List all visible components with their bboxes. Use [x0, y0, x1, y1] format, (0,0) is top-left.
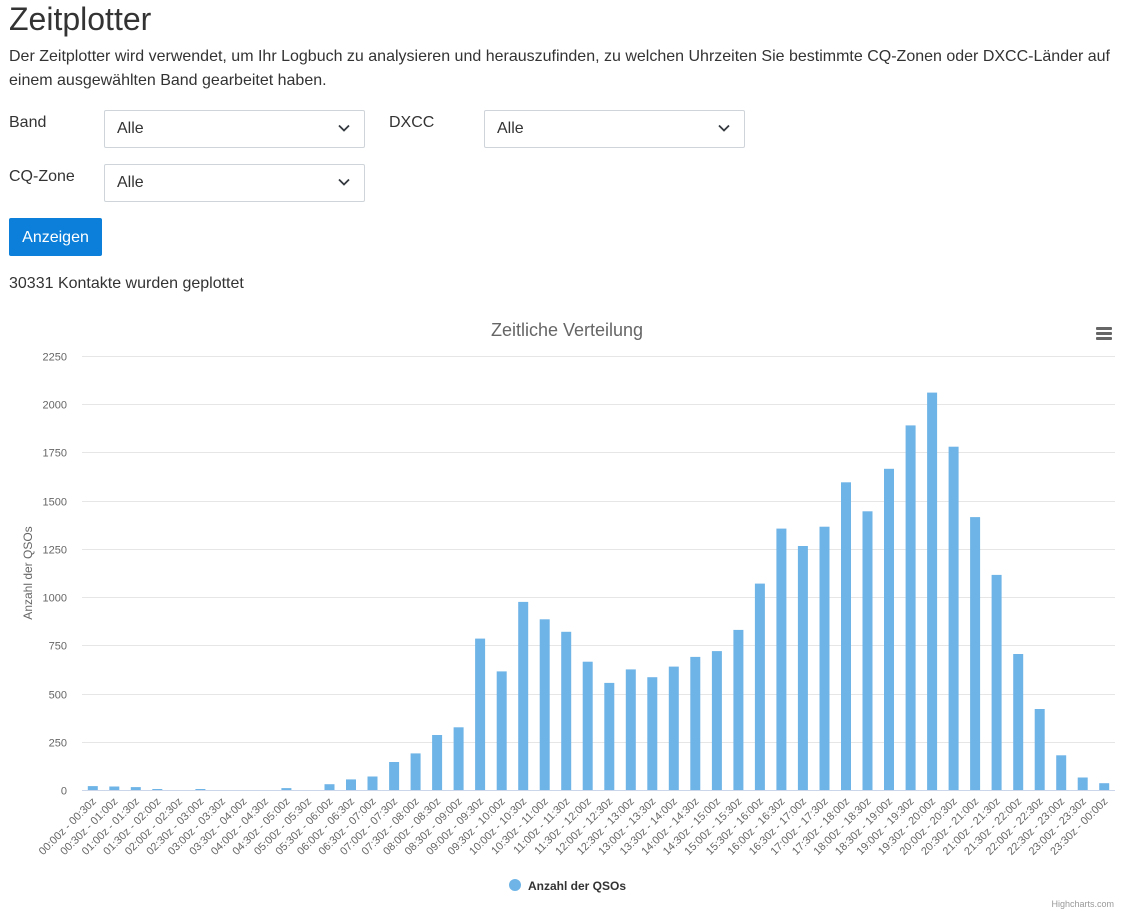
cqzone-select-value: Alle	[117, 174, 144, 191]
page-title: Zeitplotter	[9, 1, 152, 37]
bar[interactable]	[324, 784, 335, 790]
bar[interactable]	[797, 546, 808, 790]
bar[interactable]	[496, 671, 507, 790]
y-tick-label: 1000	[43, 593, 67, 605]
bar[interactable]	[518, 601, 529, 790]
y-tick-label: 0	[61, 786, 67, 798]
bar[interactable]	[927, 392, 938, 790]
bar[interactable]	[991, 574, 1002, 790]
bar[interactable]	[561, 631, 572, 790]
chart: Zeitliche Verteilung 0 250 500 750 1000 1250 1…	[21, 320, 1118, 909]
y-tick-label: 1500	[43, 497, 67, 509]
page-description: Der Zeitplotter wird verwendet, um Ihr L…	[9, 48, 1110, 89]
bar[interactable]	[152, 789, 163, 790]
y-tick-label: 1250	[43, 545, 67, 557]
chevron-down-icon	[338, 178, 350, 186]
dxcc-label: DXCC	[389, 114, 435, 131]
show-button[interactable]: Anzeigen	[9, 218, 102, 256]
y-tick-label: 750	[49, 641, 67, 653]
bar[interactable]	[647, 677, 658, 790]
chart-credits[interactable]: Highcharts.com	[1051, 899, 1114, 909]
dxcc-select[interactable]: Alle	[484, 110, 745, 148]
band-select-value: Alle	[117, 120, 144, 137]
chart-legend[interactable]: Anzahl der QSOs	[509, 879, 626, 893]
chevron-down-icon	[718, 124, 730, 132]
y-tick-label: 500	[49, 690, 67, 702]
y-axis-title: Anzahl der QSOs	[21, 526, 35, 619]
bar[interactable]	[1034, 709, 1045, 790]
bar[interactable]	[690, 656, 701, 790]
chevron-down-icon	[338, 124, 350, 132]
bar[interactable]	[87, 786, 98, 790]
bar[interactable]	[970, 517, 981, 790]
legend-label: Anzahl der QSOs	[528, 879, 626, 893]
bar[interactable]	[668, 666, 679, 790]
y-tick-label: 2250	[43, 352, 67, 364]
bar[interactable]	[130, 787, 141, 790]
legend-marker	[509, 879, 521, 891]
result-summary: 30331 Kontakte wurden geplottet	[9, 275, 244, 292]
bar[interactable]	[862, 511, 873, 790]
bar[interactable]	[410, 753, 421, 790]
bar[interactable]	[776, 528, 787, 790]
bar[interactable]	[281, 788, 292, 790]
bar[interactable]	[109, 786, 120, 791]
bar[interactable]	[819, 526, 830, 790]
band-select[interactable]: Alle	[104, 110, 365, 148]
bar[interactable]	[432, 735, 443, 790]
bar[interactable]	[475, 638, 486, 790]
bar[interactable]	[841, 482, 851, 790]
cqzone-select[interactable]: Alle	[104, 164, 365, 202]
bar[interactable]	[884, 468, 894, 790]
bar[interactable]	[948, 446, 959, 790]
bar[interactable]	[453, 727, 464, 790]
bar[interactable]	[1077, 777, 1088, 791]
bar[interactable]	[346, 779, 356, 790]
bar[interactable]	[711, 651, 722, 790]
chart-menu-icon[interactable]	[1090, 322, 1118, 344]
bar[interactable]	[905, 425, 916, 790]
bar[interactable]	[367, 776, 378, 791]
y-tick-label: 1750	[43, 448, 67, 460]
bar[interactable]	[1099, 783, 1110, 790]
bar[interactable]	[733, 629, 744, 790]
bar[interactable]	[1056, 755, 1067, 790]
bar[interactable]	[625, 669, 636, 790]
chart-title: Zeitliche Verteilung	[491, 320, 643, 340]
bar[interactable]	[754, 583, 765, 790]
bar[interactable]	[539, 619, 550, 790]
bar[interactable]	[195, 789, 206, 790]
y-tick-label: 250	[49, 738, 67, 750]
cqzone-label: CQ-Zone	[9, 168, 75, 185]
bar[interactable]	[582, 661, 593, 790]
bar[interactable]	[389, 762, 400, 790]
bar[interactable]	[604, 682, 615, 790]
band-label: Band	[9, 114, 47, 131]
y-tick-label: 2000	[43, 400, 67, 412]
dxcc-select-value: Alle	[497, 120, 524, 137]
bar[interactable]	[1013, 654, 1024, 790]
